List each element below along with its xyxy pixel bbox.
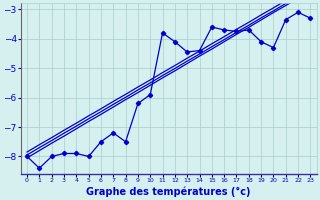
X-axis label: Graphe des températures (°c): Graphe des températures (°c) (86, 186, 251, 197)
